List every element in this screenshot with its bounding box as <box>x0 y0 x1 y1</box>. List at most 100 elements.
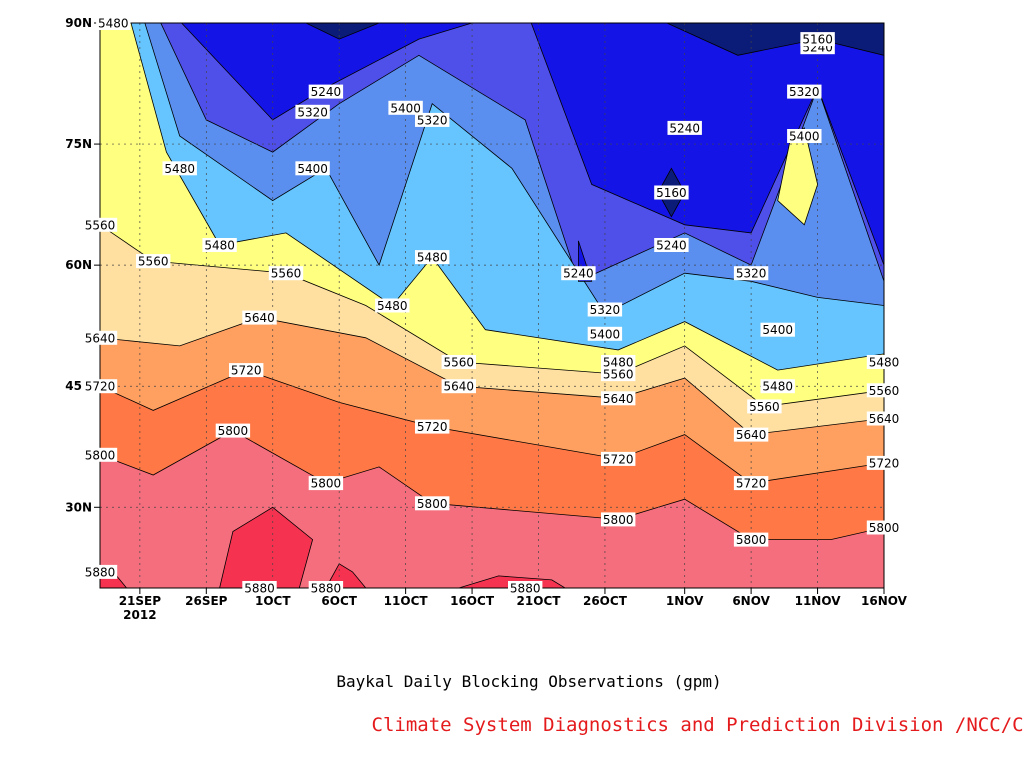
contour-label: 5560 <box>271 267 302 281</box>
contour-label: 5240 <box>656 239 687 253</box>
contour-label-bg <box>308 84 344 99</box>
contour-label: 5240 <box>311 85 342 99</box>
contour-label-bg <box>82 564 118 579</box>
x-tick-label: 26SEP <box>185 594 228 608</box>
contour-label: 5400 <box>390 101 421 115</box>
contour-label: 5720 <box>869 456 900 470</box>
contour-label: 5800 <box>736 533 767 547</box>
y-tick-label: 75N <box>65 137 92 151</box>
contour-label-bg <box>508 581 543 595</box>
contour-label: 5240 <box>563 267 594 281</box>
contour-label: 5480 <box>869 356 900 370</box>
contour-label: 5400 <box>762 323 793 337</box>
x-tick-label: 11NOV <box>795 594 842 608</box>
contour-label-bg <box>787 84 822 99</box>
contour-label: 5560 <box>138 255 169 269</box>
contour-label: 5480 <box>98 17 129 31</box>
contour-label-bg <box>441 355 476 369</box>
contour-label-bg <box>202 238 237 252</box>
credit-line: Climate System Diagnostics and Predictio… <box>371 714 1024 736</box>
contour-label: 5480 <box>603 356 634 370</box>
contour-label-bg <box>308 476 344 491</box>
contour-label-bg <box>787 129 822 143</box>
contour-label-bg <box>441 379 476 394</box>
contour-label-bg <box>601 391 636 406</box>
contour-fill-bands <box>100 23 884 588</box>
contour-label: 5480 <box>377 299 408 313</box>
contour-label: 5480 <box>164 162 195 176</box>
contour-label: 5640 <box>736 428 767 442</box>
x-tick-label: 16NOV <box>861 594 908 608</box>
x-tick-label: 6OCT <box>321 594 357 608</box>
contour-label: 5160 <box>802 33 833 47</box>
x-tick-label: 21SEP <box>119 594 162 608</box>
contour-label-bg <box>82 447 118 462</box>
contour-label-bg <box>308 581 344 595</box>
contour-label-bg <box>242 310 277 325</box>
contour-label-bg <box>96 16 131 30</box>
contour-label: 5560 <box>444 356 475 370</box>
x-tick-label: 26OCT <box>583 594 628 608</box>
contour-label-bg <box>733 532 769 547</box>
contour-label-bg <box>82 217 118 232</box>
contour-label: 5880 <box>510 582 541 596</box>
contour-label-bg <box>587 302 623 317</box>
contour-label: 5560 <box>749 400 780 414</box>
contour-label-bg <box>733 476 769 491</box>
contour-label-bg <box>136 254 171 269</box>
contour-label-bg <box>654 185 689 200</box>
contour-label: 5800 <box>417 497 448 511</box>
contour-label: 5640 <box>244 311 275 325</box>
contour-label: 5720 <box>85 380 116 394</box>
contour-label: 5480 <box>204 239 235 253</box>
contour-label-bg <box>82 330 118 345</box>
contour-label-bg <box>561 266 596 281</box>
contour-label: 5880 <box>244 582 275 596</box>
contour-label: 5320 <box>297 105 328 119</box>
contour-label: 5640 <box>444 380 475 394</box>
contour-label: 5400 <box>297 162 328 176</box>
contour-labels: 5880 5880 5880 5880 5800 5800 5800 5800 5800 5800… <box>82 16 902 596</box>
contour-label-bg <box>415 419 450 434</box>
contour-label-bg <box>866 411 902 426</box>
x-tick-label: 11OCT <box>384 594 429 608</box>
contour-label-bg <box>866 520 902 535</box>
contour-label: 5240 <box>669 121 700 135</box>
contour-label: 5800 <box>869 521 900 535</box>
contour-label-bg <box>601 451 636 466</box>
contour-label: 5720 <box>417 420 448 434</box>
contour-label: 5720 <box>603 452 634 466</box>
contour-label-bg <box>866 455 902 470</box>
contour-label: 5560 <box>869 384 900 398</box>
contour-label: 5720 <box>736 477 767 491</box>
contour-label-bg <box>760 379 795 394</box>
x-tick-label: 1NOV <box>666 594 704 608</box>
chart-title: Baykal Daily Blocking Observations (gpm) <box>336 672 722 691</box>
contour-label-bg <box>800 32 835 47</box>
contour-label: 5320 <box>736 267 767 281</box>
contour-label: 5480 <box>762 380 793 394</box>
contour-label-bg <box>268 266 304 281</box>
contour-label-bg <box>760 322 795 337</box>
y-tick-label: 60N <box>65 258 92 272</box>
contour-label-bg <box>375 298 410 313</box>
contour-label: 5720 <box>231 364 262 378</box>
contour-label-bg <box>82 379 118 394</box>
contour-label-bg <box>601 355 636 369</box>
x-tick-label: 1OCT <box>255 594 291 608</box>
contour-label: 5320 <box>590 303 621 317</box>
contour-label-bg <box>587 326 623 341</box>
contour-label: 5560 <box>603 368 634 382</box>
contour-label: 5320 <box>417 113 448 127</box>
contour-label-bg <box>415 112 450 127</box>
plot-frame <box>99 22 885 589</box>
contour-label-bg <box>667 120 702 135</box>
contour-label: 5800 <box>85 448 116 462</box>
x-tick-label: 16OCT <box>450 594 495 608</box>
contour-label: 5880 <box>85 565 116 579</box>
contour-label-bg <box>654 238 689 252</box>
contour-label: 5560 <box>85 218 116 232</box>
